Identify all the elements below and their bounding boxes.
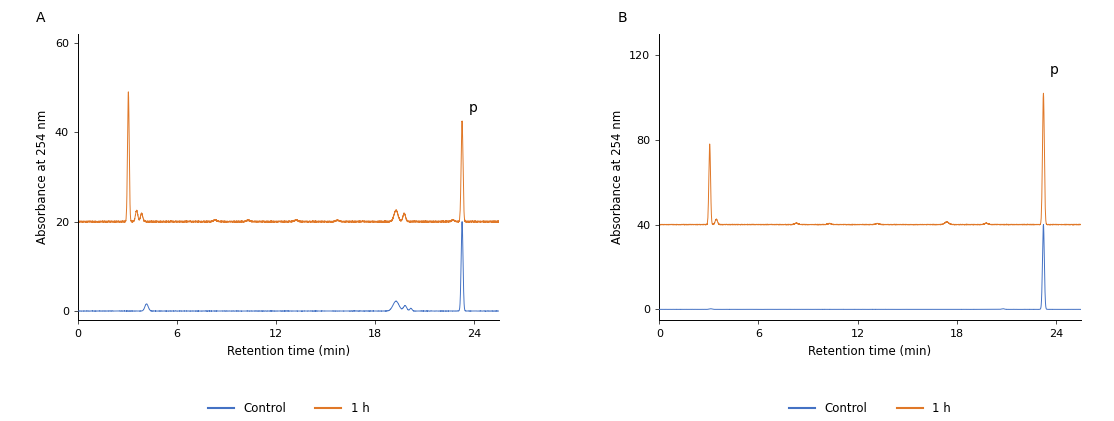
Legend: Control, 1 h: Control, 1 h bbox=[203, 397, 374, 420]
Legend: Control, 1 h: Control, 1 h bbox=[784, 397, 956, 420]
Text: B: B bbox=[617, 11, 627, 25]
Y-axis label: Absorbance at 254 nm: Absorbance at 254 nm bbox=[37, 110, 49, 244]
X-axis label: Retention time (min): Retention time (min) bbox=[809, 344, 931, 357]
X-axis label: Retention time (min): Retention time (min) bbox=[227, 344, 350, 357]
Y-axis label: Absorbance at 254 nm: Absorbance at 254 nm bbox=[610, 110, 624, 244]
Text: A: A bbox=[36, 11, 46, 25]
Text: p: p bbox=[469, 101, 478, 115]
Text: p: p bbox=[1051, 64, 1059, 77]
